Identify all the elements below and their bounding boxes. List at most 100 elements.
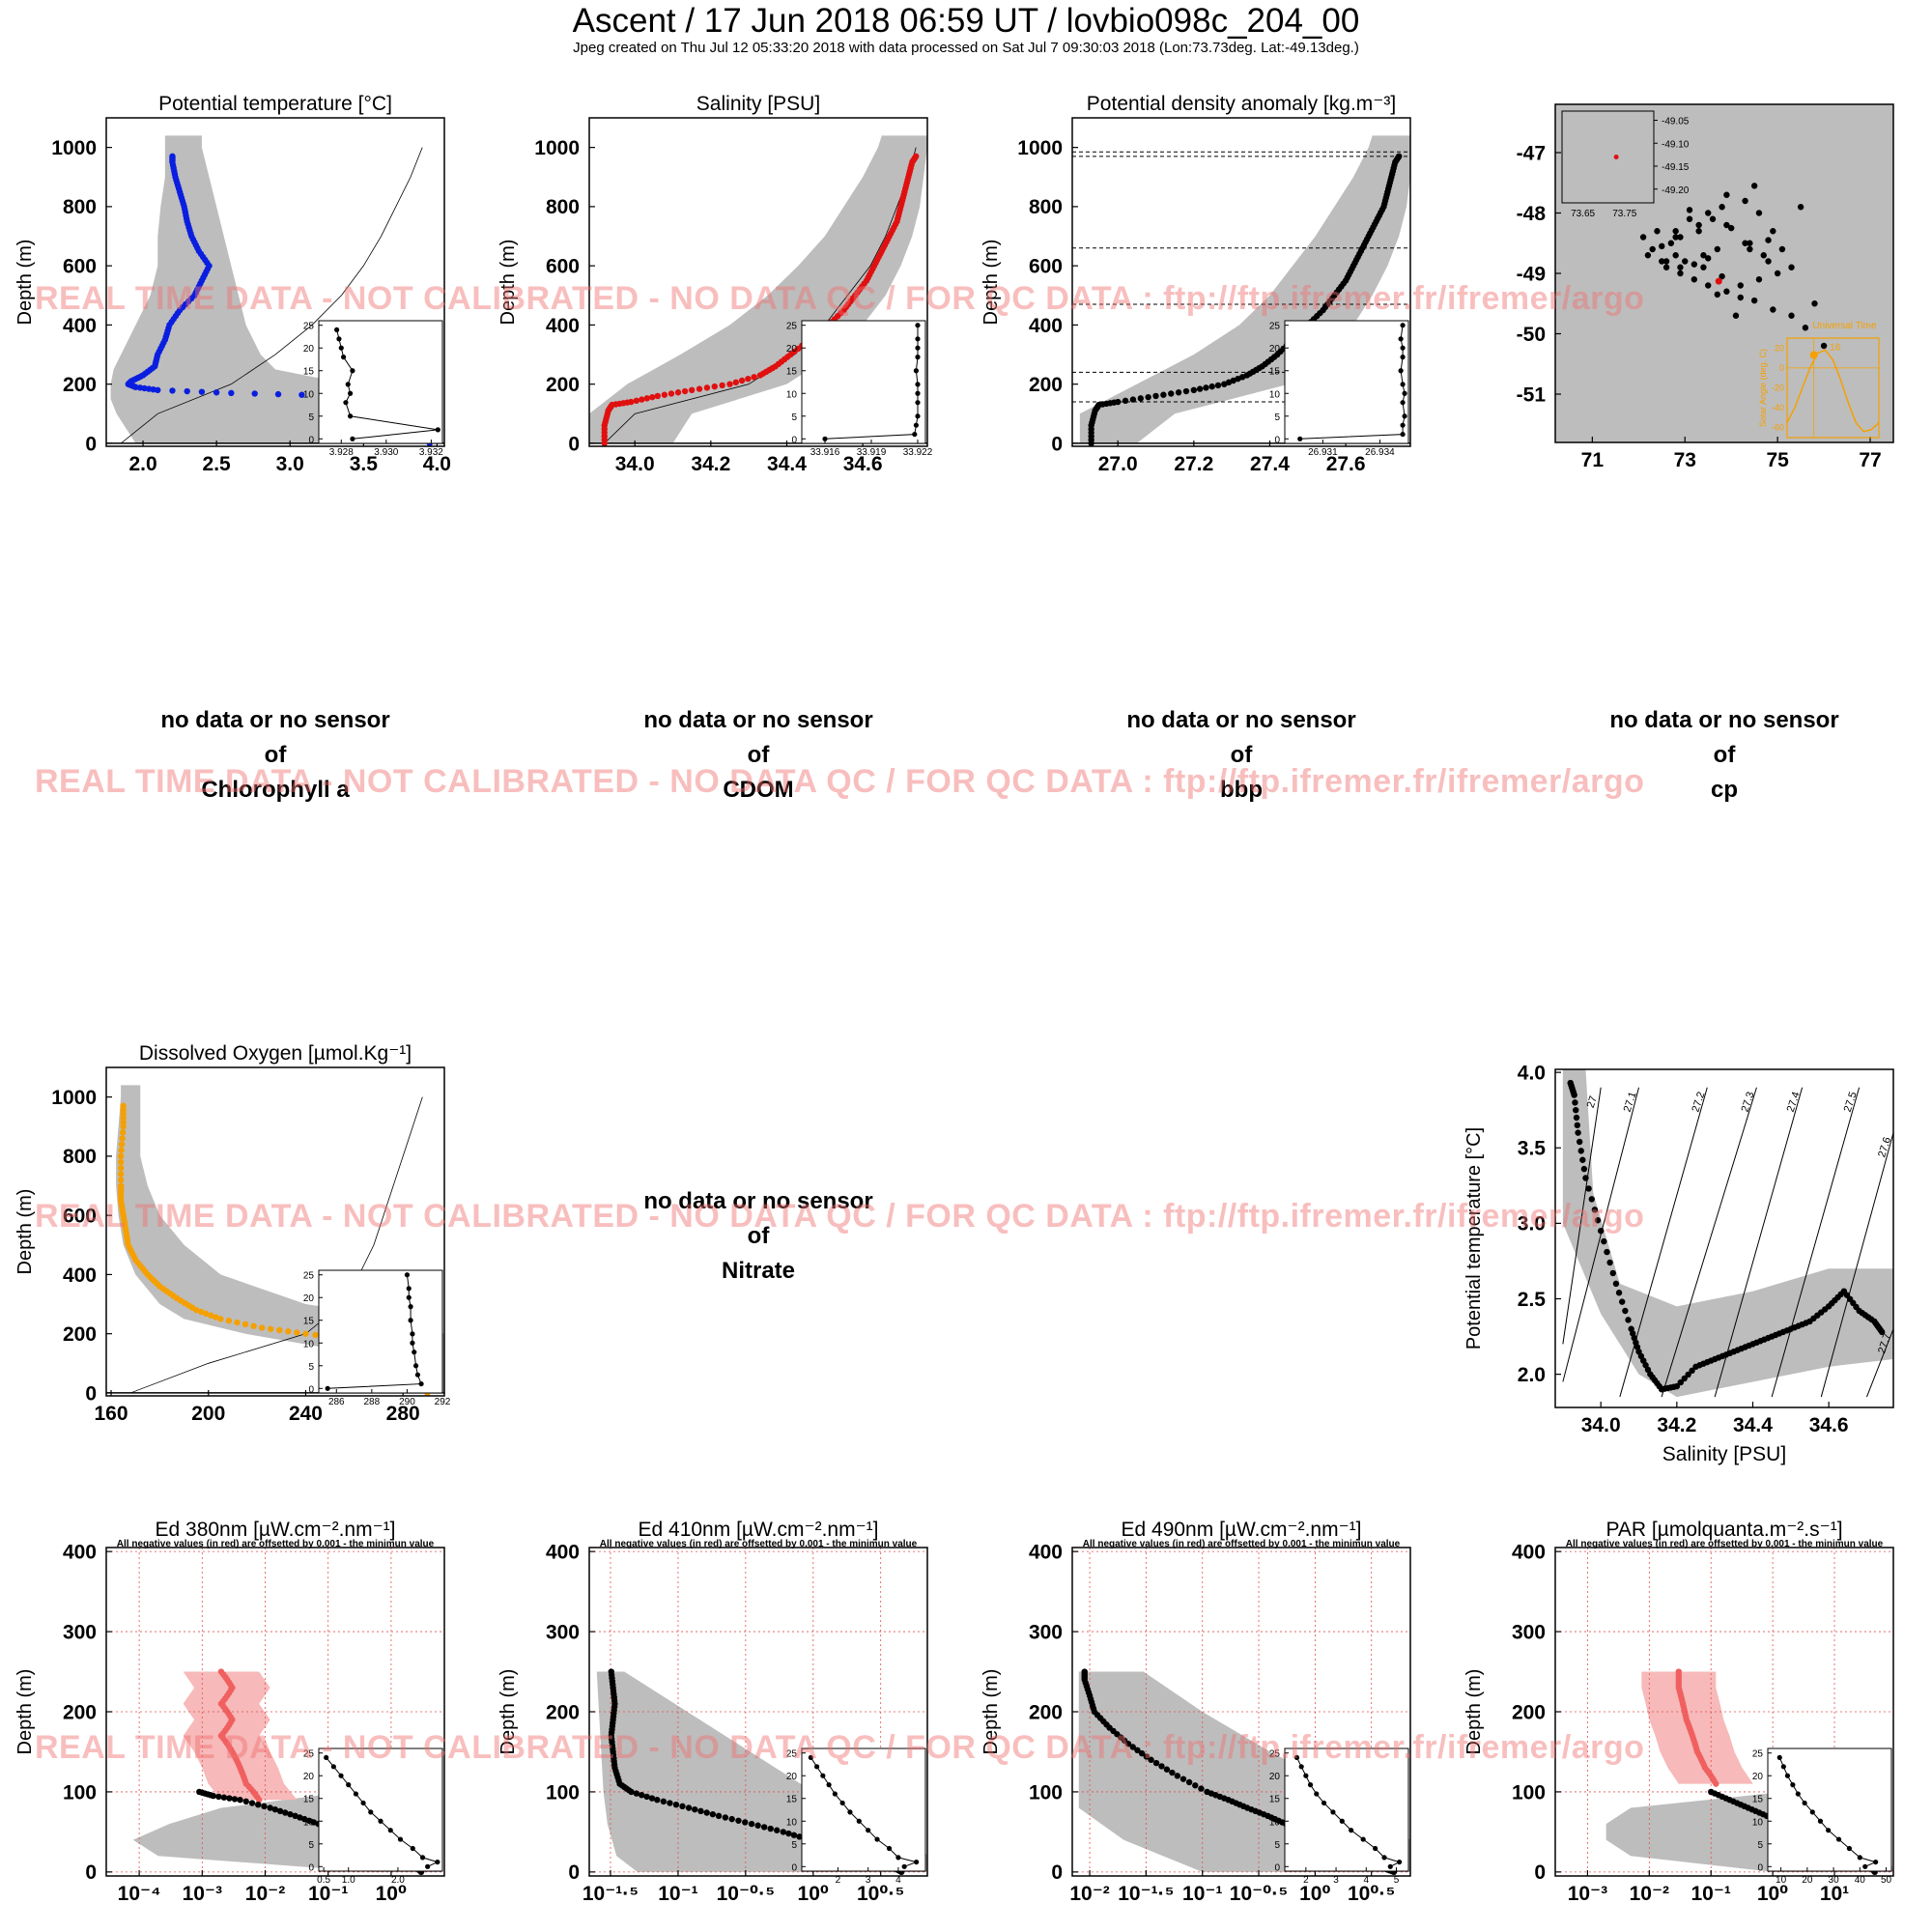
inset-point [324, 1754, 329, 1761]
y-axis-label: Depth (m) [1463, 1669, 1485, 1755]
inset-point [1802, 1800, 1807, 1806]
y-axis-label: Depth (m) [14, 1669, 36, 1755]
x-tick-label: 77 [1859, 449, 1881, 471]
track-point [1788, 312, 1795, 319]
inset-point [1330, 1809, 1336, 1815]
profile-point [302, 1330, 309, 1337]
y-tick-label: 200 [63, 1701, 97, 1723]
profile-point [1196, 385, 1204, 392]
profile-point [169, 153, 176, 160]
profile-point [228, 389, 235, 397]
x-tick-label: 34.4 [767, 453, 807, 475]
x-tick-label: 10⁻¹ [658, 1883, 697, 1905]
inset-x-tick-label: 30 [1829, 1875, 1840, 1886]
inset-point [1339, 1818, 1345, 1824]
inset-point [350, 368, 355, 374]
y-tick-label: 0 [1051, 1861, 1063, 1884]
profile-point [120, 1102, 127, 1110]
y-tick-label: 200 [63, 1323, 97, 1346]
nodata-line1: no data or no sensor [1126, 707, 1356, 733]
profile-point [1143, 1753, 1151, 1760]
inset-point [1826, 1828, 1832, 1833]
nodata-line1: no data or no sensor [643, 707, 873, 733]
profile-point [119, 1129, 127, 1136]
inset-point [404, 1272, 411, 1278]
isopycnal-label: 27 [1585, 1094, 1600, 1109]
chart-subtitle: All negative values (in red) are offsett… [117, 1539, 435, 1549]
profile-point [692, 1805, 698, 1813]
inset-point [901, 1863, 907, 1869]
y-tick-label: -47 [1517, 142, 1546, 164]
inset-point [1349, 1828, 1354, 1833]
inset-point [1400, 422, 1406, 428]
y-tick-label: 400 [63, 315, 97, 337]
track-point [1774, 270, 1781, 277]
profile-point [1158, 1763, 1165, 1770]
nodata-variable: cp [1710, 777, 1738, 803]
profile-point [250, 1322, 257, 1329]
ts-point [1673, 1382, 1681, 1390]
inset-point [1397, 1859, 1403, 1865]
y-tick-label: 0 [568, 433, 580, 455]
inset-y-tick-label: 0 [308, 1384, 314, 1395]
profile-point [274, 390, 282, 398]
profile-point [1168, 390, 1175, 397]
inset-point [347, 413, 354, 419]
profile-point [1708, 1788, 1715, 1796]
profile-point [1204, 1788, 1210, 1796]
x-tick-label: 10⁻² [1069, 1883, 1109, 1905]
y-tick-label: -51 [1517, 384, 1547, 406]
profile-point [703, 384, 711, 391]
inset-point [338, 345, 344, 351]
profile-point [679, 1803, 686, 1810]
salinity-chart: 34.0 34.2 34.4 34.602004006008001000Salinit… [497, 93, 933, 475]
inset-x-tick-label: 290 [399, 1397, 415, 1407]
nodata-nitrate: no data or no sensor of Nitrate [517, 1184, 1000, 1289]
ts-point [1609, 1269, 1616, 1277]
track-point [1737, 294, 1744, 301]
x-tick-label: 10⁻² [1630, 1883, 1669, 1905]
track-point [1732, 312, 1740, 319]
inset-x-tick-label: 0.5 [317, 1875, 330, 1886]
x-tick-label: 10⁰ [798, 1883, 830, 1905]
inset-point [915, 355, 921, 360]
y-tick-label: 300 [63, 1621, 97, 1643]
track-point [1686, 207, 1693, 213]
track-point [1719, 204, 1725, 211]
y-tick-label: 0 [1534, 1861, 1546, 1884]
inset-point [419, 1855, 426, 1861]
x-tick-label: 3.0 [276, 453, 304, 475]
inset-point [414, 1372, 420, 1378]
inset-point [1795, 1791, 1801, 1797]
inset-point [913, 422, 919, 428]
inset-frame [1767, 1747, 1892, 1872]
ts-point [1601, 1237, 1607, 1245]
ts-point [1622, 1307, 1629, 1315]
track-point [1797, 204, 1804, 211]
profile-point [709, 1810, 717, 1818]
inset-x-tick-label: 1.0 [342, 1875, 355, 1886]
ts-point [1580, 1165, 1588, 1173]
sun-y-tick-label: -20 [1772, 384, 1784, 393]
inset-x-tick-label: 5 [1394, 1875, 1400, 1886]
y-tick-label: 400 [546, 1541, 580, 1563]
profile-point [668, 390, 675, 397]
nodata-line2: of [747, 1223, 770, 1249]
inset-point [1776, 1754, 1782, 1761]
historical-envelope [1079, 135, 1410, 443]
y-tick-label: 400 [1029, 1541, 1063, 1563]
inset-y-tick-label: -49.10 [1662, 139, 1690, 150]
track-point [1750, 183, 1758, 189]
inset-x-tick-label: 2 [836, 1875, 841, 1886]
profile-point [184, 387, 190, 395]
x-tick-label: 27.0 [1098, 453, 1138, 475]
profile-point [790, 1832, 798, 1838]
inset-y-tick-label: -49.05 [1662, 117, 1690, 128]
sun-y-axis-label: Solar Angle (deg. C) [1758, 349, 1768, 427]
profile-point [208, 1312, 214, 1319]
x-tick-label: 71 [1581, 449, 1605, 471]
inset-point [347, 390, 354, 396]
chart-title: Potential density anomaly [kg.m⁻³] [1087, 93, 1396, 115]
profile-point [1160, 391, 1167, 398]
